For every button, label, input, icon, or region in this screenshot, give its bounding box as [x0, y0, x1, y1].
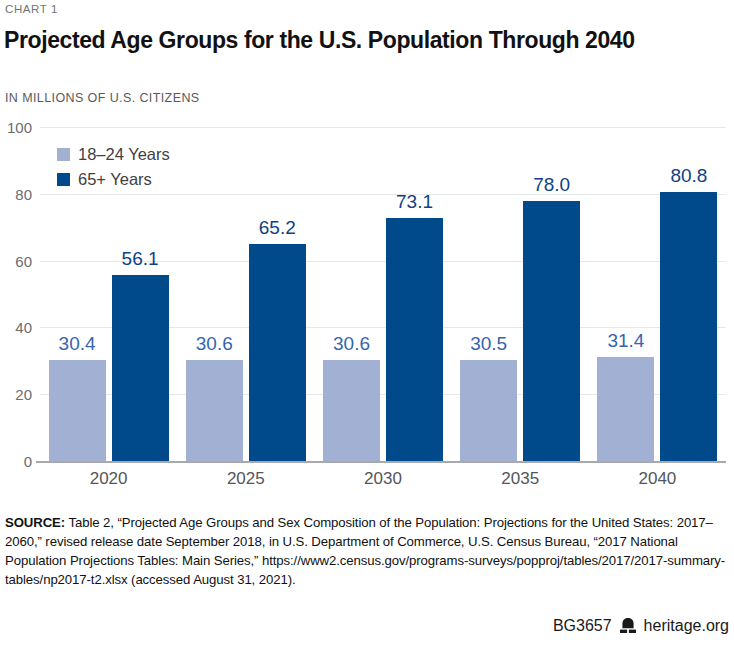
bar-column: 30.4: [49, 333, 106, 462]
x-tick-label: 2035: [452, 469, 589, 489]
bar-value-label: 78.0: [533, 174, 570, 196]
x-tick-label: 2040: [589, 469, 726, 489]
bar-value-label: 30.6: [196, 333, 233, 355]
bar-group-2035: 30.5 78.0: [452, 128, 589, 462]
bar-value-label: 30.6: [333, 333, 370, 355]
bar-value-label: 30.4: [59, 333, 96, 355]
site-label: heritage.org: [644, 617, 729, 635]
legend-label: 18–24 Years: [78, 145, 170, 164]
y-tick-label: 100: [0, 119, 32, 136]
chart-units-subtitle: IN MILLIONS OF U.S. CITIZENS: [5, 91, 200, 105]
legend-swatch-icon: [57, 173, 70, 186]
bar-value-label: 56.1: [122, 248, 159, 270]
x-axis-tick-labels: 20202025203020352040: [40, 469, 726, 489]
bar-group-2030: 30.6 73.1: [314, 128, 451, 462]
bar-column: 73.1: [386, 191, 443, 462]
liberty-bell-icon: [619, 618, 637, 634]
y-tick-label: 80: [0, 186, 32, 203]
bar-column: 65.2: [249, 217, 306, 462]
bar-value-label: 30.5: [470, 333, 507, 355]
x-tick-label: 2030: [314, 469, 451, 489]
y-tick-label: 60: [0, 253, 32, 270]
chart-page: CHART 1 Projected Age Groups for the U.S…: [0, 0, 734, 654]
bar-value-label: 31.4: [607, 330, 644, 352]
y-tick-label: 20: [0, 386, 32, 403]
bar-column: 80.8: [660, 165, 717, 462]
bar-18-24-years: [460, 360, 517, 462]
footer: BG3657 heritage.org: [553, 617, 729, 635]
y-tick-label: 40: [0, 319, 32, 336]
x-tick-label: 2020: [40, 469, 177, 489]
x-tick-label: 2025: [177, 469, 314, 489]
source-label: SOURCE:: [5, 515, 65, 530]
chart-kicker: CHART 1: [5, 3, 58, 15]
y-tick-label: 0: [0, 453, 32, 470]
bar-value-label: 73.1: [396, 191, 433, 213]
bar-65-years: [523, 201, 580, 462]
bar-column: 56.1: [112, 248, 169, 462]
x-axis-baseline: [36, 461, 726, 463]
bar-65-years: [249, 244, 306, 462]
legend-item: 65+ Years: [57, 170, 170, 189]
legend-item: 18–24 Years: [57, 145, 170, 164]
bar-value-label: 80.8: [670, 165, 707, 187]
bar-18-24-years: [49, 360, 106, 462]
bar-group-2025: 30.6 65.2: [177, 128, 314, 462]
legend-label: 65+ Years: [78, 170, 152, 189]
bar-value-label: 65.2: [259, 217, 296, 239]
bar-column: 30.6: [323, 333, 380, 462]
source-note: SOURCE: Table 2, “Projected Age Groups a…: [5, 513, 732, 589]
page-title: Projected Age Groups for the U.S. Popula…: [4, 27, 732, 54]
bar-column: 78.0: [523, 174, 580, 462]
bar-18-24-years: [323, 360, 380, 462]
legend-swatch-icon: [57, 148, 70, 161]
bar-column: 31.4: [597, 330, 654, 462]
bar-65-years: [660, 192, 717, 462]
bar-column: 30.5: [460, 333, 517, 462]
bar-65-years: [112, 275, 169, 462]
document-id: BG3657: [553, 617, 612, 635]
bar-65-years: [386, 218, 443, 462]
bar-group-2040: 31.4 80.8: [589, 128, 726, 462]
source-text: Table 2, “Projected Age Groups and Sex C…: [5, 515, 725, 587]
bar-column: 30.6: [186, 333, 243, 462]
bar-18-24-years: [186, 360, 243, 462]
chart-legend: 18–24 Years 65+ Years: [57, 145, 170, 189]
bar-18-24-years: [597, 357, 654, 462]
